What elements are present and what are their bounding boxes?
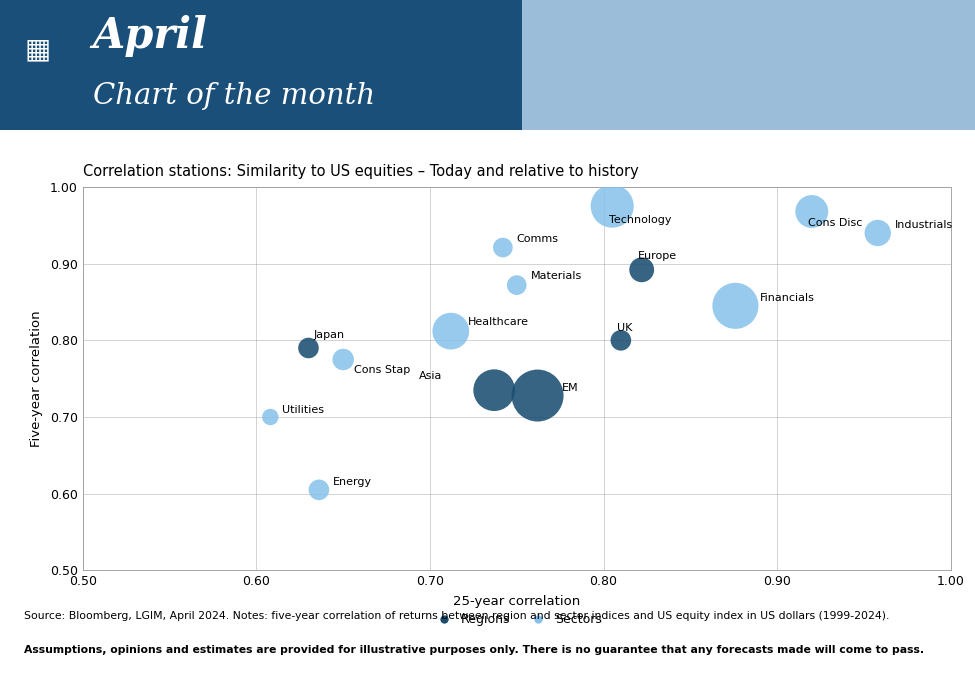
Point (804, 206, 820, 217)
Text: Source: Bloomberg, LGIM, April 2024. Notes: five-year correlation of returns bet: Source: Bloomberg, LGIM, April 2024. Not… (24, 611, 893, 621)
X-axis label: 25-year correlation: 25-year correlation (453, 595, 580, 608)
Point (300, 343, 316, 354)
Text: Chart of the month: Chart of the month (93, 82, 374, 111)
Y-axis label: Five-year correlation: Five-year correlation (30, 310, 43, 447)
Point (529, 390, 545, 401)
Point (487, 385, 502, 396)
Text: EM: EM (562, 383, 578, 394)
Text: Healthcare: Healthcare (468, 317, 529, 327)
Text: Cons Disc: Cons Disc (808, 219, 863, 228)
Text: Japan: Japan (314, 330, 345, 340)
Text: Financials: Financials (760, 293, 814, 303)
Point (509, 279, 525, 290)
Bar (522, 0, 975, 130)
Point (870, 227, 885, 238)
Text: Cons Stap: Cons Stap (354, 365, 410, 375)
Point (262, 412, 278, 423)
Text: Assumptions, opinions and estimates are provided for illustrative purposes only.: Assumptions, opinions and estimates are … (24, 645, 924, 655)
Point (604, 200, 620, 211)
Text: Materials: Materials (530, 271, 582, 281)
Text: Correlation stations: Similarity to US equities – Today and relative to history: Correlation stations: Similarity to US e… (83, 164, 639, 179)
Text: UK: UK (617, 323, 633, 333)
Text: Technology: Technology (608, 215, 671, 225)
Point (495, 242, 511, 253)
Point (311, 485, 327, 495)
Text: ▦: ▦ (24, 36, 51, 63)
Text: Utilities: Utilities (283, 405, 325, 414)
Point (634, 265, 649, 275)
Text: Asia: Asia (418, 371, 442, 381)
Text: Industrials: Industrials (895, 220, 954, 230)
Point (613, 335, 629, 346)
Text: Europe: Europe (639, 250, 678, 261)
Text: Comms: Comms (517, 234, 559, 244)
Text: April: April (93, 16, 208, 57)
Point (443, 326, 458, 337)
Point (727, 300, 743, 311)
Legend: Regions, Sectors: Regions, Sectors (426, 608, 607, 631)
Bar (0, 0, 522, 130)
Point (335, 354, 351, 365)
Text: Energy: Energy (332, 477, 371, 487)
